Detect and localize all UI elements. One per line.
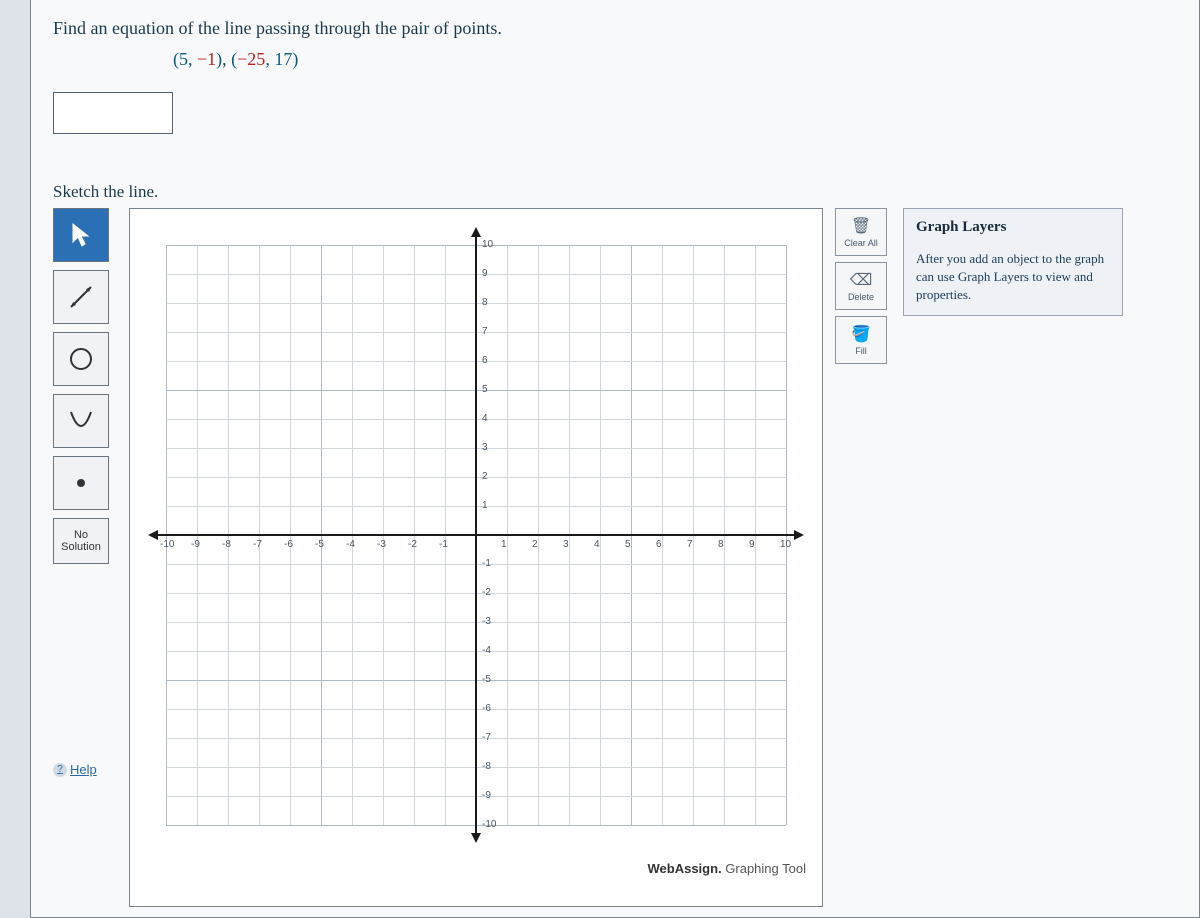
help-icon: ? <box>53 763 67 777</box>
trash-icon: 🗑 <box>851 216 871 236</box>
graph-footer: WebAssign. Graphing Tool <box>136 855 816 876</box>
help-link[interactable]: ? Help <box>53 762 117 777</box>
line-tool[interactable] <box>53 270 109 324</box>
parabola-tool[interactable] <box>53 394 109 448</box>
graph-container: -10-9-8-7-6-5-4-3-2-112345678910-10-9-8-… <box>129 208 823 907</box>
delete-button[interactable]: ⌫ Delete <box>835 262 887 310</box>
graph-toolbar: No Solution ? Help <box>53 208 117 777</box>
sketch-area: No Solution ? Help -10-9-8-7-6-5-4-3-2-1… <box>53 208 1177 907</box>
pointer-tool[interactable] <box>53 208 109 262</box>
equation-input[interactable] <box>53 92 173 134</box>
fill-button[interactable]: 🪣 Fill <box>835 316 887 364</box>
question-points: (5, −1), (−25, 17) <box>173 49 1177 70</box>
layers-text: After you add an object to the graph can… <box>916 250 1110 305</box>
side-toolbar: 🗑 Clear All ⌫ Delete 🪣 Fill <box>835 208 891 364</box>
layers-title: Graph Layers <box>916 219 1110 236</box>
sketch-label: Sketch the line. <box>53 182 1177 202</box>
clear-all-button[interactable]: 🗑 Clear All <box>835 208 887 256</box>
circle-tool[interactable] <box>53 332 109 386</box>
point-tool[interactable] <box>53 456 109 510</box>
question-prompt: Find an equation of the line passing thr… <box>53 18 1177 39</box>
fill-icon: 🪣 <box>851 324 871 344</box>
no-solution-tool[interactable]: No Solution <box>53 518 109 564</box>
question-panel: Find an equation of the line passing thr… <box>30 0 1200 918</box>
delete-icon: ⌫ <box>850 270 873 290</box>
layers-panel: Graph Layers After you add an object to … <box>903 208 1123 316</box>
graph-canvas[interactable]: -10-9-8-7-6-5-4-3-2-112345678910-10-9-8-… <box>136 215 816 855</box>
